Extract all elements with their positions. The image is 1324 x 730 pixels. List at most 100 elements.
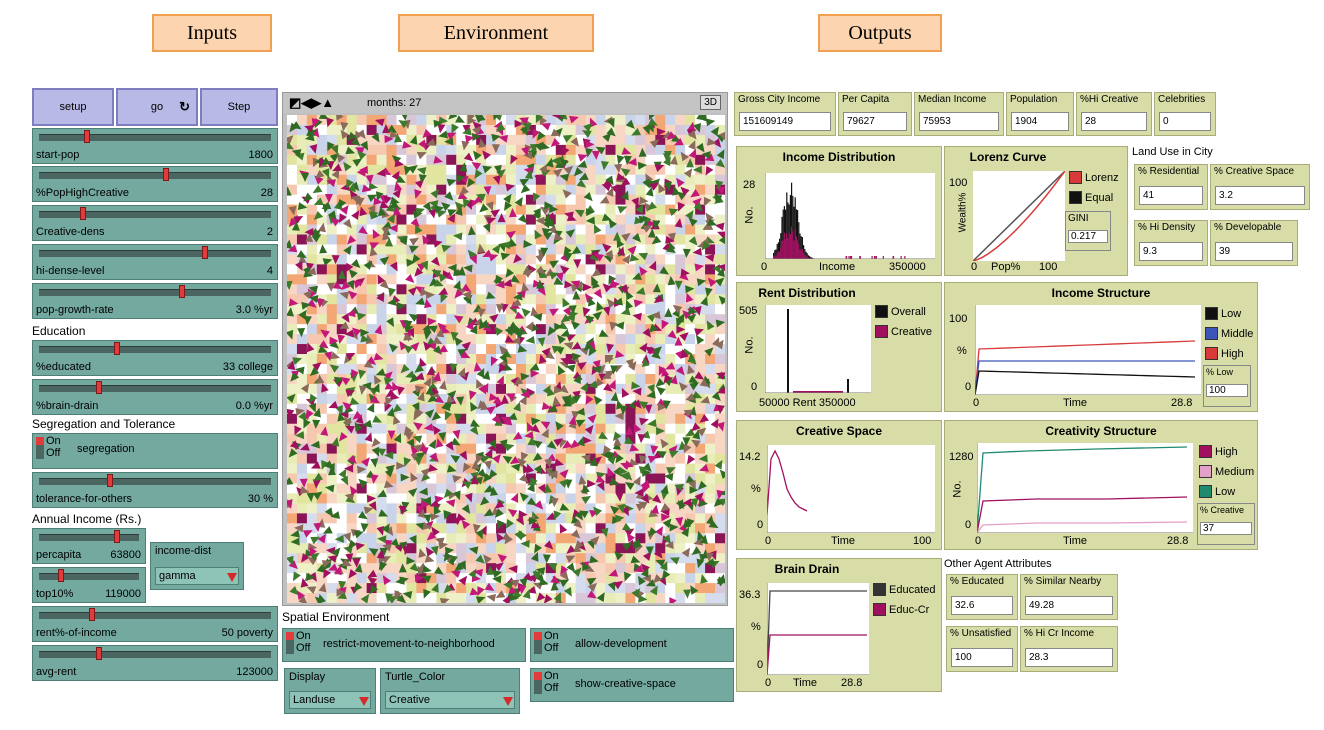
agent-turtle xyxy=(615,453,624,464)
landuse-patch xyxy=(555,393,567,405)
slider-handle[interactable] xyxy=(201,246,208,259)
slider-rent-of-income[interactable]: rent%-of-income 50 poverty xyxy=(32,606,278,642)
landuse-patch xyxy=(496,134,507,146)
landuse-patch xyxy=(486,553,497,564)
landuse-patch xyxy=(436,284,447,295)
landuse-patch xyxy=(585,473,597,484)
slider-start-pop[interactable]: start-pop 1800 xyxy=(32,128,278,164)
landuse-patch xyxy=(466,373,477,385)
landuse-patch xyxy=(685,184,696,196)
landuse-patch xyxy=(635,363,646,375)
landuse-patch xyxy=(346,563,358,574)
agent-turtle xyxy=(425,291,435,300)
landuse-patch xyxy=(296,493,308,504)
go-button[interactable]: go ↻ xyxy=(116,88,198,126)
agent-turtle xyxy=(473,568,483,577)
landuse-patch xyxy=(456,373,467,385)
landuse-patch xyxy=(426,573,437,584)
landuse-patch xyxy=(476,254,487,265)
landuse-patch xyxy=(406,124,417,136)
agent-turtle xyxy=(504,326,513,337)
landuse-patch xyxy=(436,184,447,196)
segregation-switch[interactable]: On Off segregation xyxy=(32,433,278,469)
slider-handle[interactable] xyxy=(114,530,121,543)
agent-turtle xyxy=(542,218,552,229)
slider-handle[interactable] xyxy=(179,285,186,298)
landuse-patch xyxy=(585,433,597,445)
agent-turtle xyxy=(505,183,516,192)
slider-pop-high-creative[interactable]: %PopHighCreative 28 xyxy=(32,166,278,202)
agent-turtle xyxy=(458,560,466,571)
landuse-patch xyxy=(595,264,607,275)
allow-development-switch[interactable]: On Off allow-development xyxy=(530,628,734,662)
landuse-patch xyxy=(366,553,378,564)
landuse-patch xyxy=(555,413,567,425)
slider-creative-dens[interactable]: Creative-dens 2 xyxy=(32,205,278,241)
income-dist-chooser[interactable]: income-dist gamma xyxy=(150,542,244,590)
slider-pop-growth-rate[interactable]: pop-growth-rate 3.0 %yr xyxy=(32,283,278,319)
agent-turtle xyxy=(404,431,415,440)
agent-turtle xyxy=(610,391,619,402)
agent-turtle xyxy=(500,252,511,261)
setup-button[interactable]: setup xyxy=(32,88,114,126)
slider-handle[interactable] xyxy=(79,207,86,220)
landuse-patch xyxy=(506,214,517,226)
agent-turtle xyxy=(453,280,461,291)
landuse-patch xyxy=(306,324,318,335)
slider-handle[interactable] xyxy=(84,130,91,143)
landuse-patch xyxy=(565,264,577,275)
slider-track xyxy=(39,250,271,257)
landuse-patch xyxy=(426,344,437,355)
agent-turtle xyxy=(301,553,310,563)
landuse-patch xyxy=(705,204,716,216)
landuse-patch xyxy=(466,294,477,305)
view-controls-icon[interactable]: ◩◀▶▲ xyxy=(289,95,335,110)
agent-turtle xyxy=(591,365,602,374)
agent-turtle xyxy=(660,484,669,495)
slider-educated[interactable]: %educated 33 college xyxy=(32,340,278,376)
landuse-patch xyxy=(545,274,557,285)
landuse-patch xyxy=(535,204,547,216)
slider-hi-dense-level[interactable]: hi-dense-level 4 xyxy=(32,244,278,280)
restrict-movement-switch[interactable]: On Off restrict-movement-to-neighborhood xyxy=(282,628,526,662)
landuse-patch xyxy=(456,354,467,365)
step-button[interactable]: Step xyxy=(200,88,278,126)
slider-handle[interactable] xyxy=(163,168,170,181)
agent-turtle xyxy=(632,387,642,396)
spatial-section-label: Spatial Environment xyxy=(282,610,390,624)
slider-top10[interactable]: top10% 119000 xyxy=(32,567,146,603)
landuse-patch xyxy=(396,393,407,405)
landuse-patch xyxy=(326,324,338,335)
landuse-patch xyxy=(366,254,378,265)
landuse-patch xyxy=(326,164,338,176)
landuse-patch xyxy=(456,423,467,435)
slider-tolerance-for-others[interactable]: tolerance-for-others 30 % xyxy=(32,472,278,508)
agent-turtle xyxy=(712,138,722,148)
agent-turtle xyxy=(450,331,459,342)
landuse-patch xyxy=(555,543,567,554)
landuse-patch xyxy=(585,154,597,166)
slider-handle[interactable] xyxy=(95,647,102,660)
slider-handle[interactable] xyxy=(106,474,113,487)
show-creative-space-switch[interactable]: On Off show-creative-space xyxy=(530,668,734,702)
slider-avg-rent[interactable]: avg-rent 123000 xyxy=(32,645,278,681)
turtle-color-chooser[interactable]: Turtle_Color Creative xyxy=(380,668,520,714)
slider-brain-drain[interactable]: %brain-drain 0.0 %yr xyxy=(32,379,278,415)
slider-handle[interactable] xyxy=(88,608,95,621)
landuse-patch xyxy=(336,184,348,196)
landuse-patch xyxy=(287,294,298,305)
world-view[interactable]: ◩◀▶▲ months: 27 3D xyxy=(282,92,728,606)
3d-button[interactable]: 3D xyxy=(700,95,721,110)
slider-handle[interactable] xyxy=(95,381,102,394)
display-chooser[interactable]: Display Landuse xyxy=(284,668,376,714)
slider-handle[interactable] xyxy=(57,569,64,582)
landuse-patch xyxy=(316,403,328,415)
slider-percapita[interactable]: percapita 63800 xyxy=(32,528,146,564)
landuse-patch xyxy=(356,124,368,136)
landuse-patch xyxy=(595,314,607,325)
slider-handle[interactable] xyxy=(113,342,120,355)
landuse-patch xyxy=(565,413,577,425)
agent-turtle xyxy=(583,341,593,351)
landuse-patch xyxy=(665,503,676,514)
agent-turtle xyxy=(520,125,528,136)
